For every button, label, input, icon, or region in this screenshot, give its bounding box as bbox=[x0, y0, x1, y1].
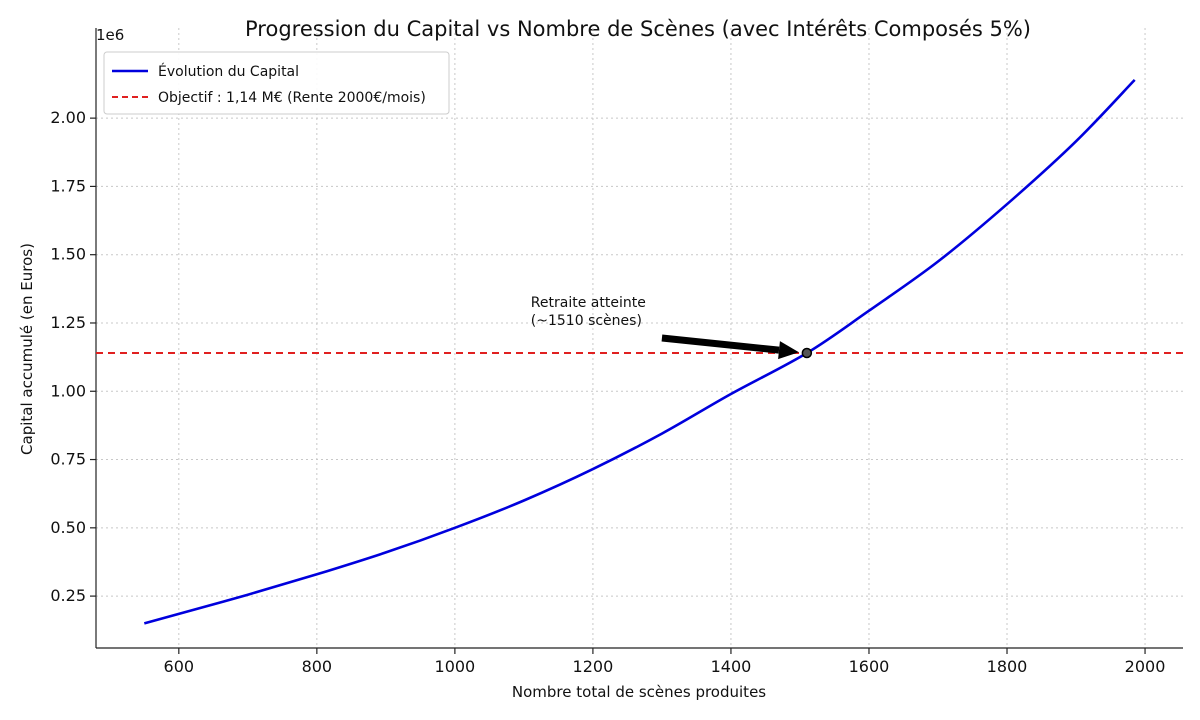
y-tick-label: 0.50 bbox=[50, 518, 86, 537]
annotation-arrow-head bbox=[778, 341, 799, 360]
legend-label-capital: Évolution du Capital bbox=[158, 63, 299, 80]
x-tick-label: 1600 bbox=[849, 657, 890, 676]
y-exponent-label: 1e6 bbox=[96, 26, 124, 44]
ticks: 600 800 1000 1200 1400 1600 1800 2000 0.25 0.50 0.… bbox=[50, 108, 1165, 676]
grid bbox=[96, 28, 1183, 648]
x-tick-label: 1200 bbox=[573, 657, 614, 676]
annotation-text-line: (~1510 scènes) bbox=[531, 313, 642, 329]
legend: Évolution du Capital Objectif : 1,14 M€ … bbox=[103, 51, 450, 115]
annotation-marker bbox=[801, 347, 813, 359]
y-tick-label: 0.75 bbox=[50, 450, 86, 469]
series-layer bbox=[96, 78, 1183, 625]
legend-label-objectif: Objectif : 1,14 M€ (Rente 2000€/mois) bbox=[158, 90, 426, 106]
annotation-text-line: Retraite atteinte bbox=[531, 295, 646, 311]
y-axis-label: Capital accumulé (en Euros) bbox=[18, 243, 36, 455]
x-tick-label: 1800 bbox=[987, 657, 1028, 676]
series-line-capital bbox=[143, 78, 1136, 625]
y-tick-label: 1.25 bbox=[50, 313, 86, 332]
legend-box bbox=[103, 51, 450, 115]
x-tick-label: 1400 bbox=[711, 657, 752, 676]
y-tick-label: 1.00 bbox=[50, 381, 86, 400]
x-tick-label: 800 bbox=[302, 657, 333, 676]
x-tick-label: 2000 bbox=[1125, 657, 1166, 676]
y-tick-label: 0.25 bbox=[50, 586, 86, 605]
y-tick-label: 1.75 bbox=[50, 176, 86, 195]
chart-title: Progression du Capital vs Nombre de Scèn… bbox=[245, 17, 1031, 41]
annotation-arrow-shaft bbox=[661, 334, 780, 354]
annotation: Retraite atteinte (~1510 scènes) bbox=[531, 295, 813, 360]
y-tick-label: 2.00 bbox=[50, 108, 86, 127]
x-axis-label: Nombre total de scènes produites bbox=[512, 683, 766, 701]
x-tick-label: 600 bbox=[164, 657, 195, 676]
y-tick-label: 1.50 bbox=[50, 245, 86, 264]
x-tick-label: 1000 bbox=[435, 657, 476, 676]
